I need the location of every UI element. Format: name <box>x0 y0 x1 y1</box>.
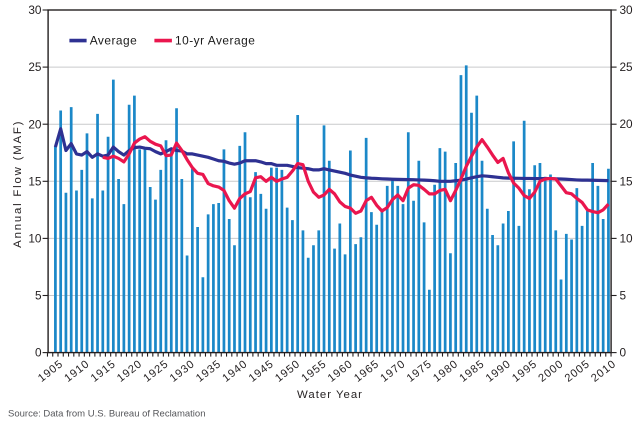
svg-text:10-yr Average: 10-yr Average <box>175 33 255 47</box>
svg-text:5: 5 <box>620 289 627 303</box>
svg-text:20: 20 <box>28 117 42 131</box>
svg-text:Annual Flow (MAF): Annual Flow (MAF) <box>12 120 24 248</box>
svg-text:10: 10 <box>620 231 634 245</box>
svg-text:15: 15 <box>28 174 42 188</box>
svg-text:10: 10 <box>28 232 42 246</box>
svg-text:20: 20 <box>620 117 634 131</box>
svg-text:0: 0 <box>35 346 42 360</box>
svg-text:30: 30 <box>28 3 42 17</box>
svg-text:25: 25 <box>28 60 42 74</box>
svg-text:5: 5 <box>35 289 42 303</box>
svg-text:Average: Average <box>90 33 138 47</box>
svg-text:0: 0 <box>620 346 627 360</box>
svg-text:25: 25 <box>620 60 634 74</box>
svg-text:Source: Data from U.S. Bureau: Source: Data from U.S. Bureau of Reclama… <box>8 409 205 420</box>
svg-text:15: 15 <box>620 174 634 188</box>
svg-text:Water Year: Water Year <box>297 389 363 401</box>
svg-text:30: 30 <box>620 3 634 17</box>
